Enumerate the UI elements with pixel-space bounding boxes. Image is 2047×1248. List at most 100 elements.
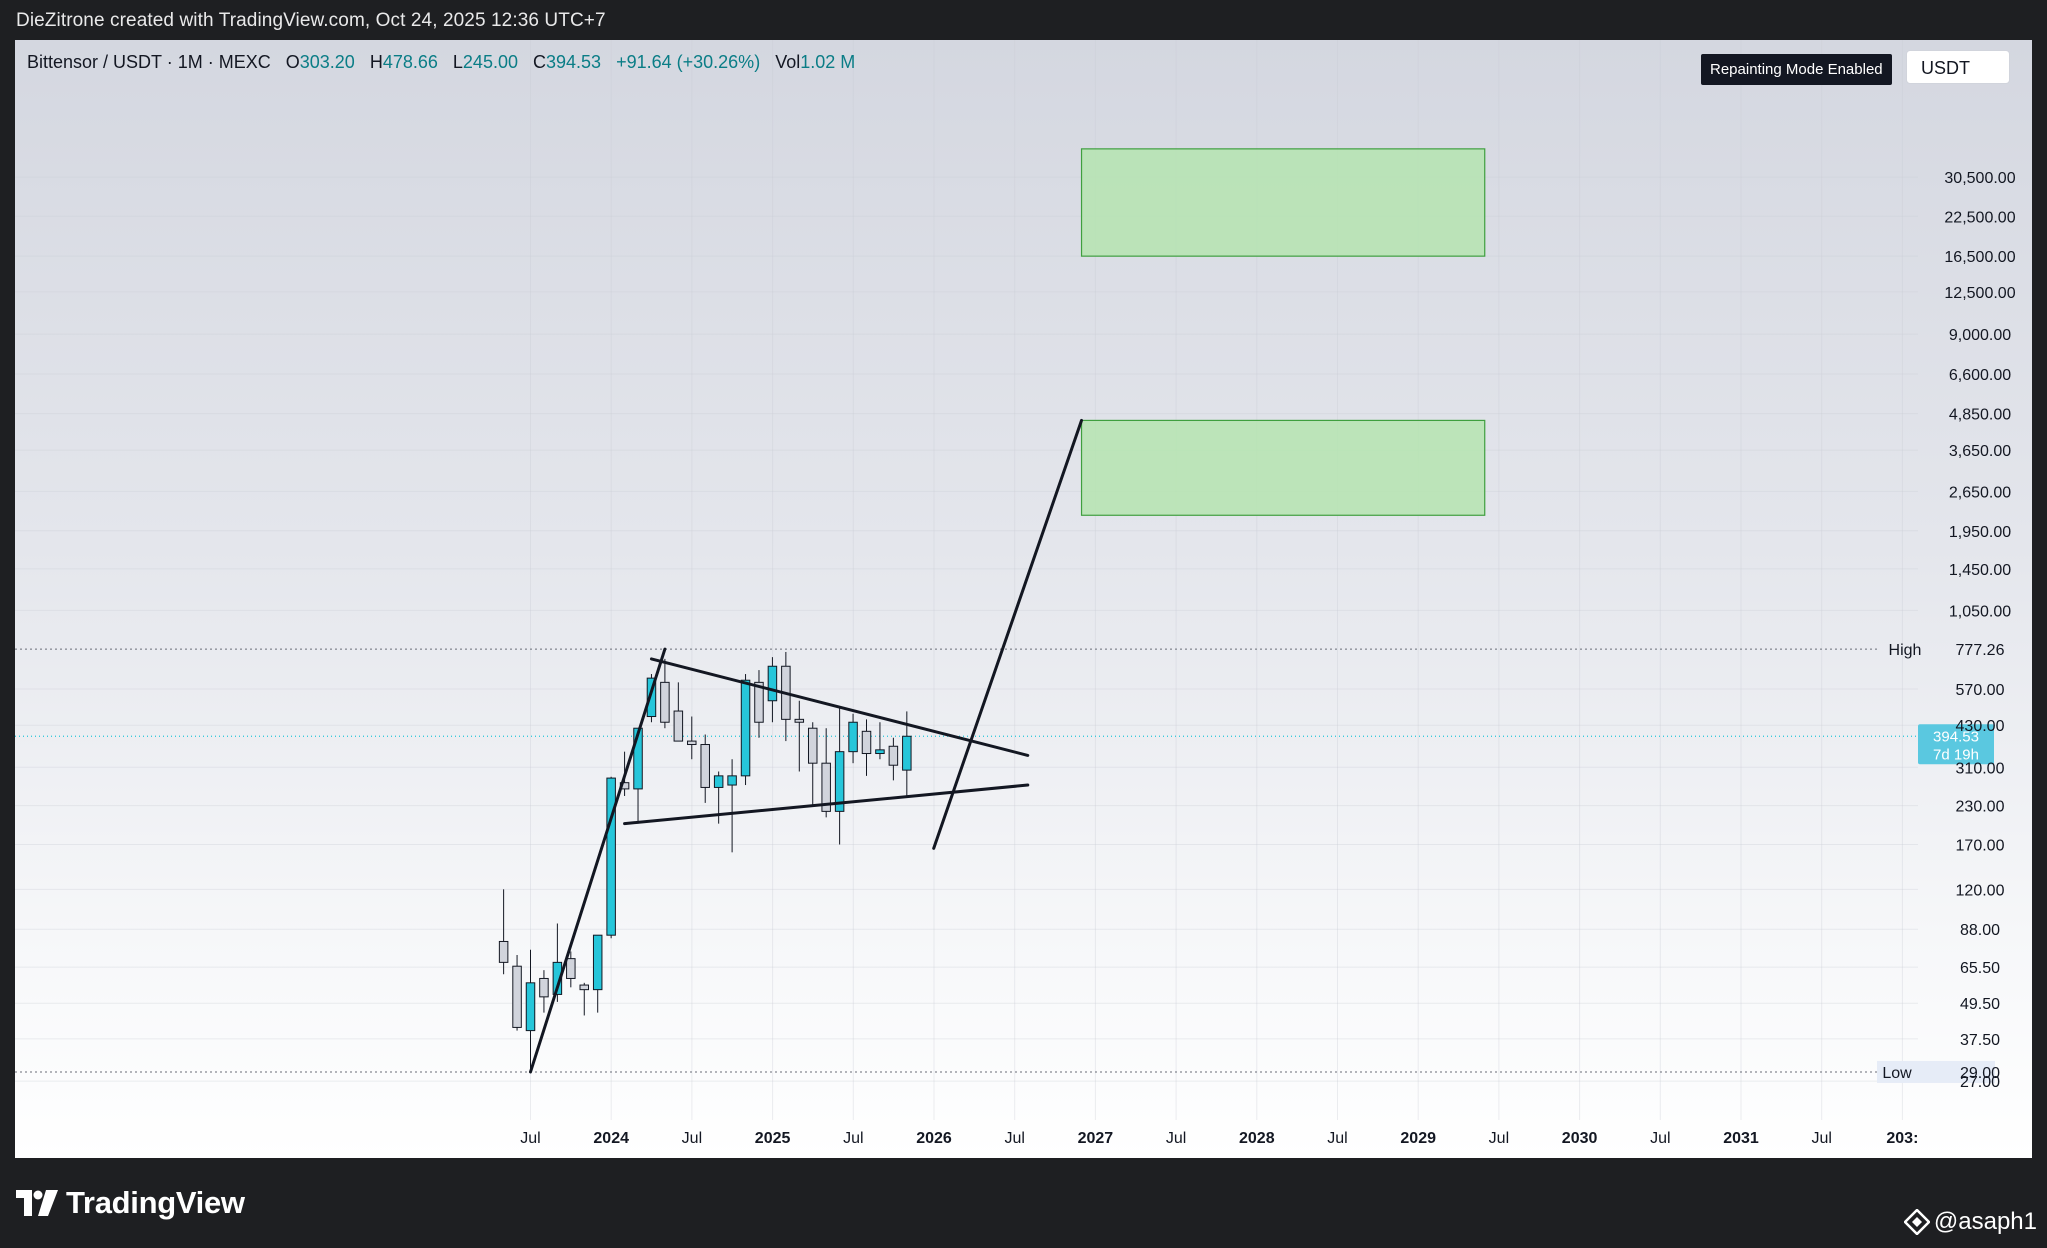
price-tick-label: 4,850.00	[1949, 407, 2011, 424]
volume-value: 1.02 M	[800, 52, 856, 72]
time-tick-label: Jul	[1004, 1130, 1024, 1147]
countdown-value: 7d 19h	[1933, 746, 1979, 763]
tradingview-logo-icon	[16, 1190, 58, 1216]
grid-lines	[15, 40, 1918, 1120]
price-tick-label: 1,050.00	[1949, 603, 2011, 620]
time-tick-label: Jul	[1811, 1130, 1831, 1147]
trendlines	[529, 418, 1084, 1074]
candle-up	[525, 982, 536, 1032]
low-label-bg	[1877, 1060, 1995, 1083]
candle-up	[633, 727, 643, 790]
symbol-name[interactable]: Bittensor / USDT · 1M · MEXC	[27, 52, 271, 72]
price-tick-label: 310.00	[1956, 760, 2005, 777]
open-value: 303.20	[299, 52, 355, 72]
last-price-value: 394.53	[1933, 728, 1979, 745]
currency-button[interactable]: USDT	[1906, 50, 2010, 84]
price-tick-label: 1,450.00	[1949, 562, 2011, 579]
candle-down	[807, 727, 818, 764]
candle-down	[861, 730, 872, 755]
time-tick-label: Jul	[682, 1130, 702, 1147]
chart-caption: DieZitrone created with TradingView.com,…	[16, 10, 606, 31]
high-label: High	[1889, 642, 1922, 659]
candle-down	[888, 745, 899, 766]
time-tick-label: Jul	[520, 1130, 540, 1147]
price-tick-label: 170.00	[1956, 838, 2005, 855]
price-tick-label: 12,500.00	[1944, 285, 2015, 302]
change-value: +91.64 (+30.26%)	[616, 52, 761, 72]
candle-down	[512, 965, 522, 1028]
symbol-legend[interactable]: Bittensor / USDT · 1M · MEXC O303.20 H47…	[27, 52, 855, 73]
time-tick-label: Jul	[1327, 1130, 1347, 1147]
price-tick-label: 88.00	[1960, 922, 2000, 939]
time-tick-label: Jul	[1489, 1130, 1509, 1147]
candle-up	[713, 775, 724, 788]
candle-down	[566, 958, 576, 979]
candle-up	[727, 775, 737, 786]
trendline	[623, 783, 1030, 826]
low-value-label: 29.00	[1960, 1065, 2000, 1082]
time-tick-label: Jul	[1166, 1130, 1186, 1147]
price-tick-label: 230.00	[1956, 799, 2005, 816]
time-tick-label: 2030	[1562, 1130, 1598, 1147]
time-tick-label: 2027	[1078, 1130, 1114, 1147]
time-tick-label: Jul	[1650, 1130, 1670, 1147]
last-price-badge	[1918, 724, 1994, 765]
high-value-label: 777.26	[1956, 642, 2005, 659]
tradingview-logo[interactable]: TradingView	[16, 1185, 245, 1221]
candle-down	[673, 710, 684, 742]
low-value: 245.00	[462, 52, 518, 72]
candle-up	[848, 721, 858, 753]
candle-up	[834, 751, 845, 812]
time-tick-label: 2029	[1400, 1130, 1436, 1147]
price-tick-label: 430.00	[1956, 718, 2005, 735]
price-tick-label: 3,650.00	[1949, 443, 2011, 460]
price-tick-label: 2,650.00	[1949, 484, 2011, 501]
candle-up	[646, 677, 657, 718]
candle-down	[660, 681, 670, 723]
price-tick-label: 9,000.00	[1949, 327, 2011, 344]
chart-panel[interactable]: High 777.26 Low 29.00 394.53 7d 19h 30,500.00…	[15, 40, 2032, 1158]
target-zone	[1080, 419, 1486, 516]
volume-label: Vol	[775, 52, 801, 72]
trendline	[529, 647, 667, 1074]
candle-down	[579, 984, 590, 991]
author-tag: @asaph1	[1903, 1208, 2037, 1236]
high-label: H	[369, 52, 383, 72]
time-tick-label: 2026	[916, 1130, 952, 1147]
target-zones	[1080, 148, 1486, 516]
price-tick-label: 37.50	[1960, 1032, 2000, 1049]
candle-down	[821, 762, 831, 812]
price-axis: 30,500.00 22,500.00 16,500.00 12,500.00 9,00…	[1944, 170, 2015, 1091]
repainting-mode-badge: Repainting Mode Enabled	[1701, 54, 1892, 85]
candle-up	[592, 934, 603, 991]
candle-up	[875, 749, 885, 755]
price-tick-label: 1,950.00	[1949, 524, 2011, 541]
time-axis: Jul 2024 Jul 2025 Jul 2026 Jul 2027 Jul 2028 Jul 20…	[520, 1130, 1918, 1147]
candle-down	[498, 940, 509, 963]
trendline	[932, 418, 1084, 850]
price-tick-label: 65.50	[1960, 960, 2000, 977]
price-tick-label: 16,500.00	[1944, 249, 2015, 266]
price-tick-label: 27.00	[1960, 1074, 2000, 1091]
candle-down	[754, 681, 764, 723]
high-value: 478.66	[382, 52, 438, 72]
candle-down	[687, 740, 697, 746]
trendline	[649, 657, 1030, 757]
time-tick-label: 2024	[593, 1130, 629, 1147]
open-label: O	[285, 52, 300, 72]
candle-up	[606, 777, 616, 936]
time-tick-label: Jul	[843, 1130, 863, 1147]
candle-up	[740, 679, 751, 777]
low-label: Low	[1882, 1065, 1912, 1082]
candle-up	[767, 665, 778, 702]
candles	[498, 651, 912, 1072]
price-tick-label: 49.50	[1960, 996, 2000, 1013]
price-tick-label: 6,600.00	[1949, 367, 2011, 384]
close-value: 394.53	[546, 52, 602, 72]
candle-down	[539, 977, 549, 998]
target-zone	[1080, 148, 1486, 257]
time-tick-label: 2025	[755, 1130, 791, 1147]
candle-down	[700, 744, 710, 788]
